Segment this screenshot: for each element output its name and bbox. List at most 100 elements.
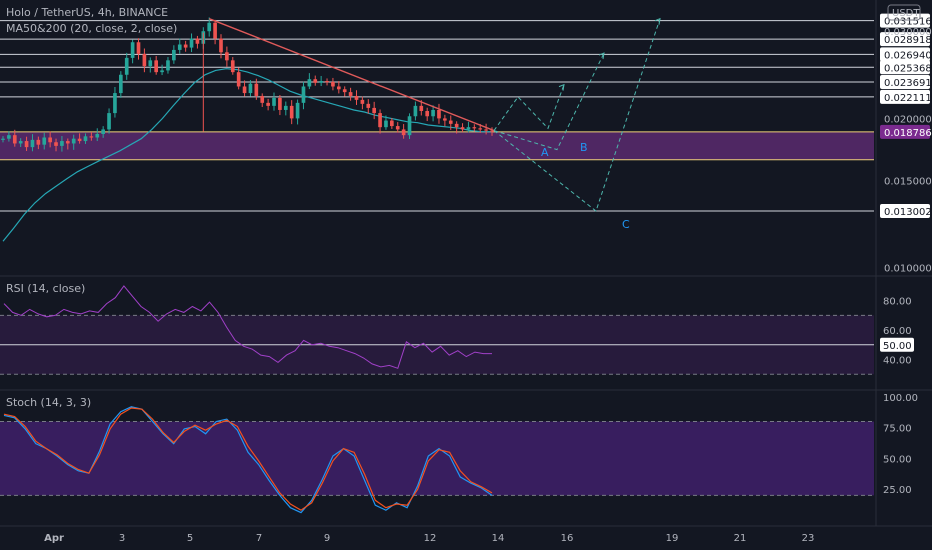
ma-indicator-label: MA50&200 (20, close, 2, close) bbox=[6, 22, 178, 35]
descending-trendline bbox=[208, 18, 495, 132]
candle-body bbox=[136, 42, 141, 54]
scenario-label: A bbox=[541, 146, 549, 159]
candle-body bbox=[348, 92, 353, 96]
candle-body bbox=[142, 53, 147, 67]
candle-body bbox=[225, 52, 229, 61]
projection-path-a bbox=[493, 84, 565, 131]
candle-body bbox=[278, 97, 282, 110]
rsi-tick: 40.00 bbox=[883, 356, 912, 367]
price-tick: 0.0100000 bbox=[884, 263, 932, 274]
candle-body bbox=[89, 136, 94, 138]
time-tick: 3 bbox=[119, 533, 125, 544]
candle-body bbox=[101, 129, 105, 135]
candle-body bbox=[266, 102, 270, 106]
rsi-tick: 60.00 bbox=[883, 326, 912, 337]
candle-body bbox=[189, 38, 194, 48]
candle-body bbox=[448, 120, 453, 124]
candle-body bbox=[254, 83, 259, 96]
candle-body bbox=[354, 95, 359, 100]
candles-layer bbox=[1, 17, 494, 152]
candle-body bbox=[390, 120, 394, 127]
candle-body bbox=[384, 120, 388, 128]
projection-arrowhead bbox=[558, 83, 565, 91]
time-axis[interactable]: Apr 3 5 7 9 12 14 16 19 21 23 bbox=[44, 533, 814, 544]
candle-body bbox=[71, 138, 76, 144]
candle-body bbox=[42, 137, 47, 145]
level-label: 0.0253687 bbox=[884, 63, 932, 74]
candle-body bbox=[272, 97, 276, 106]
rsi-indicator-label: RSI (14, close) bbox=[6, 282, 86, 295]
candle-body bbox=[419, 105, 424, 112]
candle-body bbox=[183, 44, 188, 48]
time-tick: 23 bbox=[802, 533, 815, 544]
candle-body bbox=[236, 72, 241, 87]
candle-body bbox=[119, 74, 123, 94]
candle-body bbox=[213, 22, 217, 39]
candle-body bbox=[48, 137, 52, 143]
candle-body bbox=[207, 22, 212, 32]
candle-body bbox=[30, 139, 35, 148]
currency-label: USDT bbox=[892, 8, 920, 19]
level-label-box bbox=[880, 74, 930, 89]
time-tick: 9 bbox=[324, 533, 330, 544]
projection-path-c bbox=[493, 18, 661, 212]
current-price-box bbox=[880, 124, 930, 139]
candle-body bbox=[454, 123, 459, 128]
projection-arrowhead bbox=[654, 17, 661, 25]
time-tick: Apr bbox=[44, 533, 64, 544]
candle-body bbox=[166, 60, 170, 71]
level-label-box bbox=[880, 47, 930, 62]
level-label: 0.0236914 bbox=[884, 78, 932, 89]
candle-body bbox=[248, 83, 253, 94]
candle-body bbox=[431, 109, 435, 117]
scenario-label: B bbox=[580, 141, 588, 154]
drawings-layer: A B C bbox=[208, 17, 661, 231]
level-label-box bbox=[880, 89, 930, 104]
level-label-box bbox=[880, 13, 930, 28]
candle-body bbox=[60, 141, 64, 146]
time-tick: 7 bbox=[256, 533, 262, 544]
stoch-indicator-label: Stoch (14, 3, 3) bbox=[6, 396, 92, 409]
candle-body bbox=[195, 38, 200, 44]
candle-body bbox=[107, 113, 111, 130]
zone-layer bbox=[0, 131, 874, 161]
candle-body bbox=[260, 95, 265, 103]
candle-body bbox=[342, 89, 347, 93]
candle-body bbox=[83, 136, 88, 142]
candle-body bbox=[160, 70, 164, 73]
level-label-box bbox=[880, 203, 930, 218]
candle-body bbox=[307, 79, 312, 87]
candle-body bbox=[177, 44, 182, 50]
stoch-pane bbox=[0, 406, 874, 514]
projection-path-b bbox=[493, 52, 605, 151]
candle-body bbox=[319, 80, 323, 83]
candle-body bbox=[401, 129, 406, 136]
level-label: 0.0315168 bbox=[884, 17, 932, 28]
stoch-tick: 100.00 bbox=[883, 393, 918, 404]
candle-body bbox=[301, 86, 306, 103]
candle-body bbox=[372, 107, 376, 114]
candle-body bbox=[313, 79, 318, 83]
candle-body bbox=[230, 60, 235, 73]
candle-body bbox=[7, 135, 11, 139]
candle-body bbox=[443, 118, 447, 121]
candle-body bbox=[77, 138, 82, 142]
price-axis[interactable]: 0.0315168 0.0289183 0.0269407 0.0253687 0.02… bbox=[880, 4, 932, 496]
current-price-label: 0.0187862 bbox=[884, 128, 932, 139]
candle-body bbox=[18, 141, 23, 144]
scenario-label: C bbox=[622, 218, 630, 231]
rsi-pane bbox=[0, 285, 874, 375]
candle-body bbox=[172, 49, 176, 61]
candle-body bbox=[24, 141, 29, 148]
level-label: 0.0269407 bbox=[884, 50, 932, 61]
candle-body bbox=[295, 102, 300, 119]
candle-body bbox=[490, 130, 494, 132]
rsi-highlight-box bbox=[880, 337, 914, 352]
candle-body bbox=[378, 113, 382, 128]
projection-arrowhead bbox=[598, 52, 605, 60]
